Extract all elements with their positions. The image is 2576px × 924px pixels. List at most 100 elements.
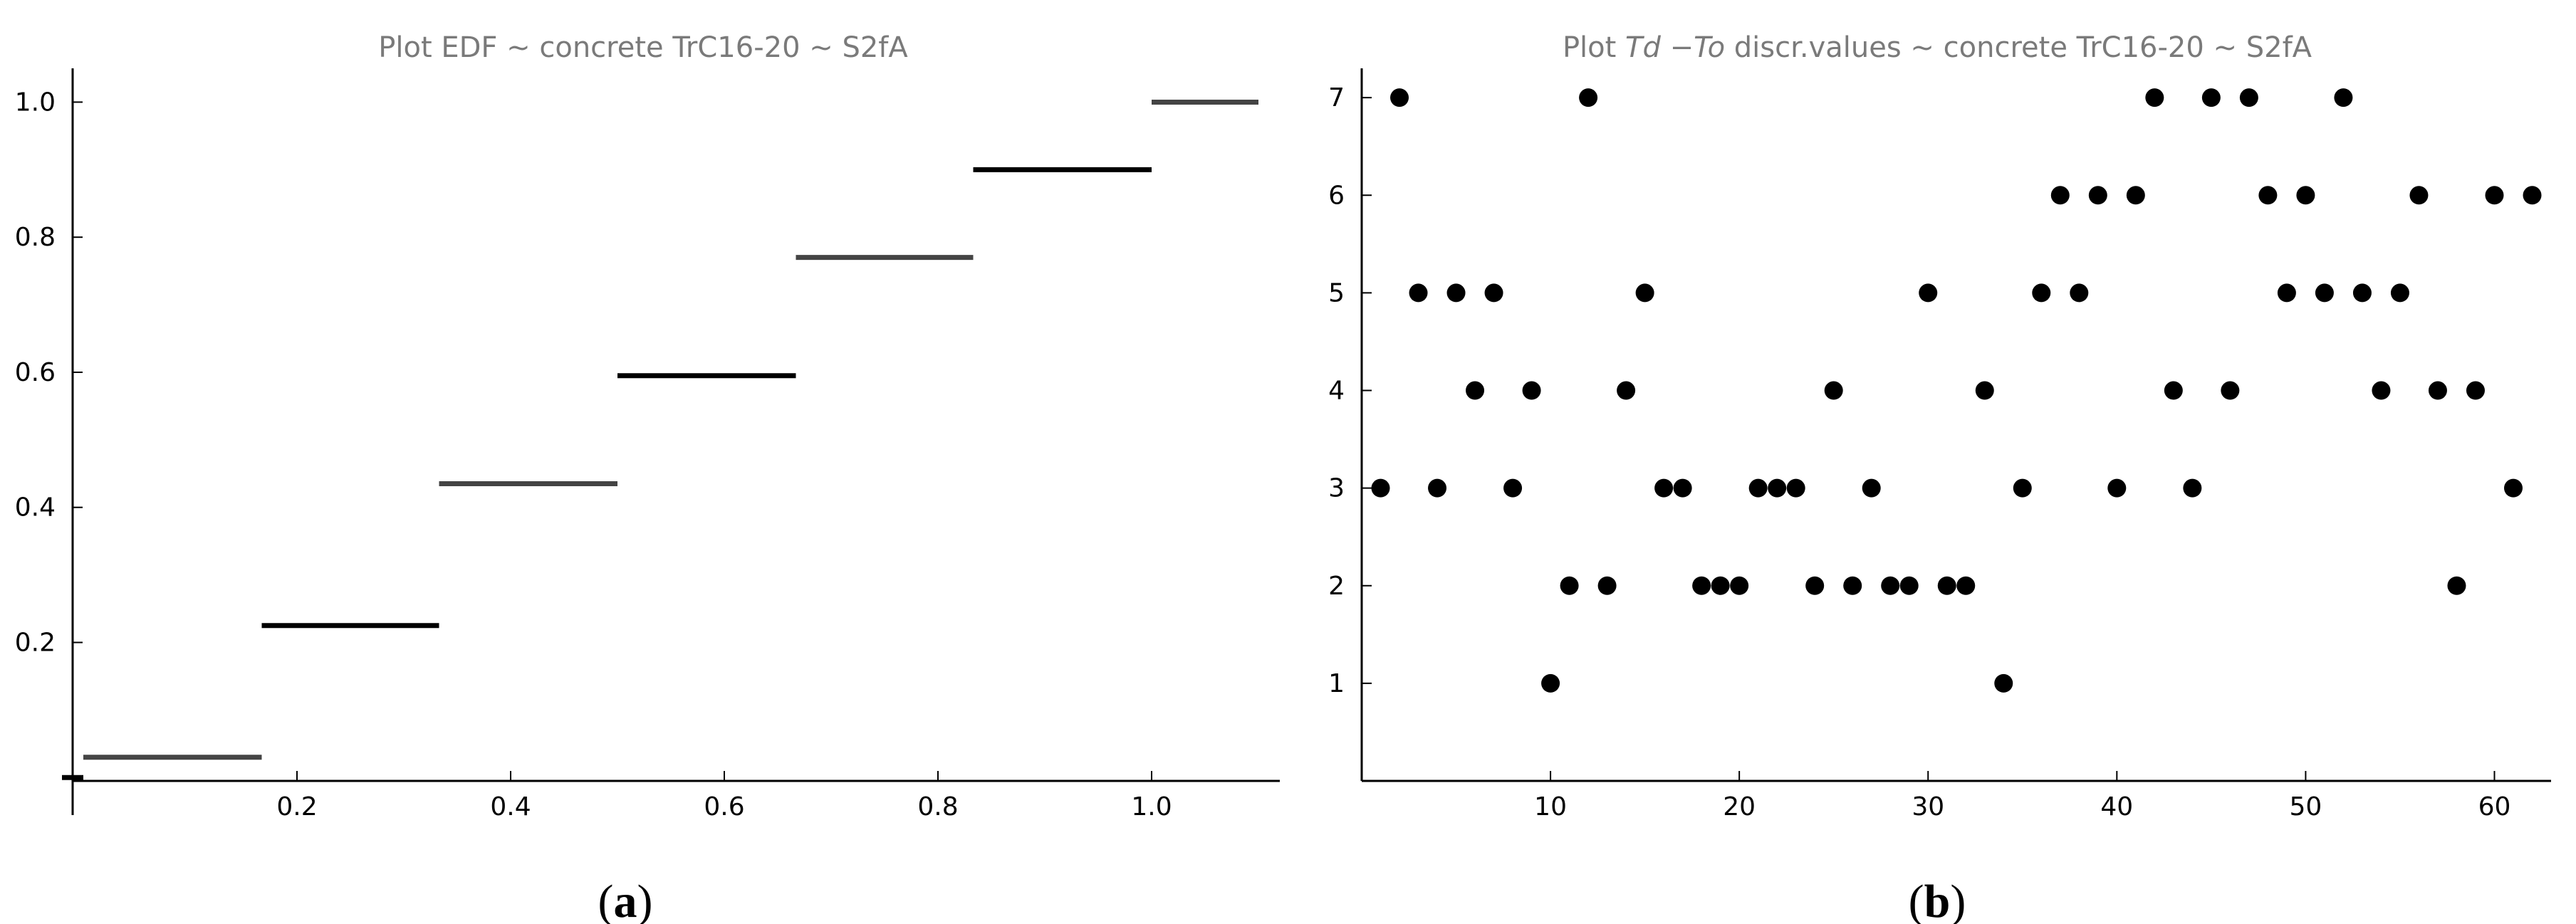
- scatter-point-12: [1579, 88, 1598, 107]
- scatter-point-28: [1881, 576, 1900, 595]
- panel-b-letter: b: [1924, 876, 1951, 924]
- scatter-point-47: [2239, 88, 2258, 107]
- panel-b-y-tick-label: 1: [1328, 669, 1345, 698]
- panel-a-ticks: [73, 101, 1152, 781]
- scatter-point-4: [1428, 478, 1447, 498]
- scatter-point-62: [2523, 186, 2542, 205]
- panel-b-y-tick-label: 2: [1328, 572, 1345, 601]
- panel-a-x-tick-labels: 0.2 0.4 0.6 0.8 1.0: [276, 792, 1172, 821]
- scatter-point-1: [1371, 478, 1390, 498]
- panel-a-title: Plot EDF ~ concrete TrC16-20 ~ S2fA: [378, 31, 908, 64]
- scatter-point-42: [2145, 88, 2164, 107]
- scatter-point-29: [1899, 576, 1919, 595]
- scatter-point-10: [1541, 673, 1560, 693]
- panel-b-x-tick-label: 10: [1534, 792, 1567, 821]
- panel-b-points: [1371, 88, 2542, 693]
- panel-b-x-tick-label: 50: [2289, 792, 2322, 821]
- panel-a-x-tick-label: 0.8: [917, 792, 958, 821]
- panel-a-label: (a): [598, 876, 653, 924]
- panel-a-x-tick-label: 0.2: [276, 792, 317, 821]
- scatter-point-61: [2503, 478, 2523, 498]
- panel-b-title-part-2: Td: [1625, 31, 1661, 64]
- scatter-point-36: [2032, 283, 2051, 303]
- scatter-point-26: [1843, 576, 1862, 595]
- panel-b-y-tick-label: 6: [1328, 181, 1345, 210]
- scatter-point-15: [1635, 283, 1654, 303]
- panel-a-x-tick-label: 1.0: [1131, 792, 1172, 821]
- scatter-point-55: [2390, 283, 2409, 303]
- scatter-point-24: [1805, 576, 1825, 595]
- scatter-point-40: [2107, 478, 2127, 498]
- scatter-point-11: [1560, 576, 1579, 595]
- scatter-point-20: [1730, 576, 1749, 595]
- scatter-point-9: [1522, 381, 1541, 400]
- scatter-point-2: [1390, 88, 1409, 107]
- scatter-point-23: [1786, 478, 1805, 498]
- panel-b-title-part-4: To: [1694, 31, 1725, 64]
- panel-a-y-tick-label: 0.8: [15, 223, 56, 252]
- scatter-point-56: [2409, 186, 2429, 205]
- scatter-point-17: [1673, 478, 1692, 498]
- scatter-point-30: [1919, 283, 1938, 303]
- scatter-point-38: [2070, 283, 2089, 303]
- panel-a-y-tick-label: 0.2: [15, 628, 56, 657]
- panel-b-title: Plot Td −To discr.values ~ concrete TrC1…: [1563, 31, 2312, 64]
- scatter-point-45: [2201, 88, 2221, 107]
- scatter-point-21: [1748, 478, 1768, 498]
- panel-b-y-tick-labels: 1 2 3 4 5 6 7: [1328, 83, 1345, 698]
- panel-a-y-tick-label: 0.4: [15, 493, 56, 523]
- scatter-point-60: [2485, 186, 2504, 205]
- scatter-point-22: [1768, 478, 1787, 498]
- scatter-point-19: [1711, 576, 1730, 595]
- panel-a-x-tick-label: 0.6: [704, 792, 744, 821]
- scatter-point-53: [2352, 283, 2372, 303]
- panel-a-y-tick-label: 1.0: [15, 88, 56, 117]
- scatter-point-7: [1484, 283, 1503, 303]
- scatter-point-41: [2126, 186, 2145, 205]
- scatter-point-34: [1994, 673, 2013, 693]
- panel-b-scatter-chart: Plot Td −To discr.values ~ concrete TrC1…: [1328, 31, 2551, 924]
- panel-a-x-tick-label: 0.4: [490, 792, 531, 821]
- scatter-point-37: [2050, 186, 2070, 205]
- panel-a-edf-chart: Plot EDF ~ concrete TrC16-20 ~ S2fA 0.2 0…: [15, 31, 1280, 924]
- scatter-point-14: [1617, 381, 1636, 400]
- panel-a-letter: a: [614, 876, 637, 924]
- scatter-point-25: [1824, 381, 1843, 400]
- scatter-point-35: [2013, 478, 2032, 498]
- scatter-point-5: [1446, 283, 1466, 303]
- panel-b-y-tick-label: 5: [1328, 278, 1345, 308]
- scatter-point-49: [2277, 283, 2296, 303]
- scatter-point-13: [1597, 576, 1617, 595]
- scatter-point-6: [1466, 381, 1485, 400]
- panel-b-x-tick-labels: 10 20 30 40 50 60: [1534, 792, 2510, 821]
- panel-b-label: (b): [1909, 876, 1966, 924]
- scatter-point-46: [2221, 381, 2240, 400]
- scatter-point-50: [2296, 186, 2315, 205]
- scatter-point-8: [1503, 478, 1523, 498]
- scatter-point-59: [2466, 381, 2485, 400]
- panel-b-ticks: [1362, 97, 2496, 781]
- scatter-point-57: [2428, 381, 2447, 400]
- scatter-point-44: [2183, 478, 2202, 498]
- panel-b-x-tick-label: 60: [2478, 792, 2511, 821]
- scatter-point-27: [1862, 478, 1881, 498]
- panel-b-y-tick-label: 3: [1328, 474, 1345, 503]
- scatter-point-32: [1956, 576, 1976, 595]
- scatter-point-18: [1692, 576, 1711, 595]
- scatter-point-43: [2164, 381, 2183, 400]
- panel-b-x-tick-label: 30: [1912, 792, 1944, 821]
- panel-a-y-tick-labels: 0.2 0.4 0.6 0.8 1.0: [15, 88, 56, 657]
- scatter-point-39: [2088, 186, 2107, 205]
- panel-b-title-part-3: −: [1661, 31, 1694, 64]
- scatter-point-31: [1937, 576, 1956, 595]
- scatter-point-16: [1654, 478, 1674, 498]
- panel-b-y-tick-label: 7: [1328, 83, 1345, 112]
- panel-b-y-tick-label: 4: [1328, 377, 1345, 406]
- panel-a-y-tick-label: 0.6: [15, 358, 56, 387]
- scatter-point-33: [1975, 381, 1994, 400]
- panel-b-title-part-5: discr.values ~ concrete TrC16-20 ~ S2fA: [1725, 31, 2312, 64]
- panel-b-x-tick-label: 40: [2100, 792, 2133, 821]
- panel-b-title-part-1: Plot: [1563, 31, 1625, 64]
